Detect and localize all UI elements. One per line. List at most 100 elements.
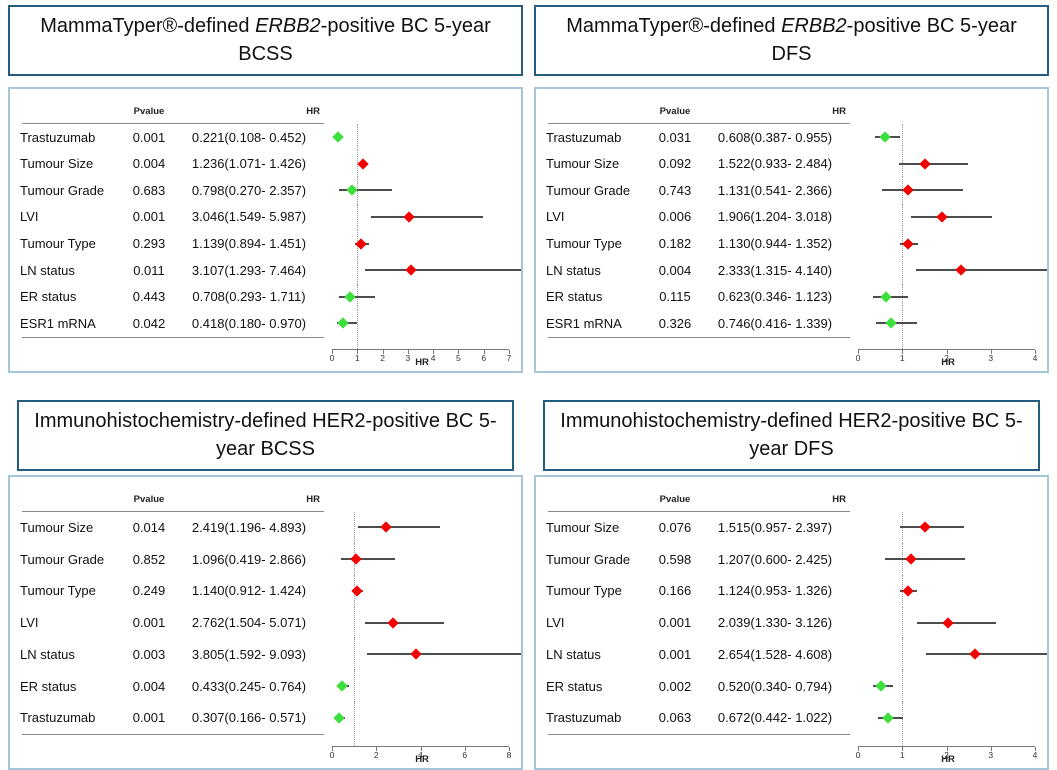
ci-line xyxy=(884,558,966,561)
row-hr-ci: 1.131(0.541- 2.366) xyxy=(717,182,833,198)
forest-row: Trastuzumab 0.063 0.672(0.442- 1.022) xyxy=(536,701,1047,734)
row-label: Tumour Size xyxy=(546,519,620,535)
forest-row: Tumour Size 0.004 1.236(1.071- 1.426) xyxy=(10,150,521,178)
row-plot-segment xyxy=(850,670,1047,702)
axis-tick-label: 2 xyxy=(380,352,385,363)
row-plot-segment xyxy=(324,575,521,607)
row-label: Tumour Grade xyxy=(20,182,105,198)
x-axis-label: HR xyxy=(941,753,955,765)
row-label: Trastuzumab xyxy=(20,710,96,726)
forest-row: LN status 0.004 2.333(1.315- 4.140) xyxy=(536,256,1047,284)
hr-marker xyxy=(335,680,348,692)
title-italic-gene: ERBB2 xyxy=(255,15,321,37)
forest-row: ER status 0.002 0.520(0.340- 0.794) xyxy=(536,670,1047,702)
row-hr-ci: 0.307(0.166- 0.571) xyxy=(191,710,307,726)
axis-tick xyxy=(1035,349,1036,354)
axis-tick xyxy=(332,349,333,354)
forest-rows: Tumour Size 0.014 2.419(1.196- 4.893) Tumou… xyxy=(10,511,521,734)
table-bottom-rule xyxy=(548,733,850,735)
row-hr-ci: 0.672(0.442- 1.022) xyxy=(717,710,833,726)
x-axis-label: HR xyxy=(941,356,955,368)
row-plot-segment xyxy=(324,310,521,337)
row-hr-ci: 0.221(0.108- 0.452) xyxy=(191,129,307,145)
title-post: -positive BC 5-year DFS xyxy=(771,15,1023,66)
row-label: LN status xyxy=(546,262,601,278)
axis-tick xyxy=(458,349,460,354)
forest-panel-mammatyper-dfs: Pvalue HR Trastuzumab 0.031 0.608(0.387- 0… xyxy=(534,86,1049,373)
row-pvalue: 0.042 xyxy=(132,315,166,331)
row-pvalue: 0.001 xyxy=(132,129,166,145)
x-axis-label: HR xyxy=(415,356,429,368)
ci-line xyxy=(900,526,965,529)
ci-line xyxy=(371,215,484,218)
row-hr-ci: 1.096(0.419- 2.866) xyxy=(191,551,307,567)
row-pvalue: 0.443 xyxy=(132,289,166,305)
row-plot-segment xyxy=(324,543,521,575)
row-hr-ci: 0.708(0.293- 1.711) xyxy=(192,289,306,305)
row-hr-ci: 1.124(0.953- 1.326) xyxy=(717,583,833,599)
reference-line xyxy=(902,606,904,639)
x-axis: 0 1 2 3 4 HR xyxy=(850,335,1047,371)
ci-line xyxy=(916,621,997,624)
panel-title-text: MammaTyper®-defined ERBB2-positive BC 5-… xyxy=(24,12,507,69)
table-bottom-rule xyxy=(22,733,324,735)
row-plot-segment xyxy=(850,310,1047,337)
title-pre: MammaTyper®-defined xyxy=(566,15,782,37)
row-pvalue: 0.076 xyxy=(658,519,692,535)
axis-tick xyxy=(858,349,859,354)
row-plot-segment xyxy=(850,606,1047,639)
row-plot-segment xyxy=(324,230,521,257)
column-header-row: Pvalue HR xyxy=(536,101,1047,123)
axis-tick-label: 4 xyxy=(418,749,423,760)
row-hr-ci: 1.236(1.071- 1.426) xyxy=(191,156,307,172)
forest-rows: Trastuzumab 0.001 0.221(0.108- 0.452) Tumou… xyxy=(10,123,521,337)
row-hr-ci: 0.746(0.416- 1.339) xyxy=(717,315,833,331)
row-hr-ci: 1.906(1.204- 3.018) xyxy=(717,209,833,225)
hr-marker xyxy=(905,553,918,565)
axis-tick xyxy=(946,349,948,354)
ci-line xyxy=(876,322,918,325)
forest-row: LN status 0.001 2.654(1.528- 4.608) xyxy=(536,638,1047,671)
reference-line xyxy=(354,701,356,734)
ci-line xyxy=(339,295,376,298)
hr-marker xyxy=(350,553,362,565)
axis-tick-label: 3 xyxy=(988,749,994,760)
reference-line xyxy=(354,606,356,639)
hr-column-header: HR xyxy=(306,494,320,506)
forest-rows: Trastuzumab 0.031 0.608(0.387- 0.955) Tumou… xyxy=(536,123,1047,337)
panel-cell-mammatyper-bcss: MammaTyper®-defined ERBB2-positive BC 5-… xyxy=(8,5,523,373)
ci-line xyxy=(358,526,441,529)
row-label: Tumour Size xyxy=(20,519,94,535)
ci-line xyxy=(916,269,1047,272)
row-plot-segment xyxy=(324,123,521,151)
forest-rows: Tumour Size 0.076 1.515(0.957- 2.397) Tumou… xyxy=(536,511,1047,734)
axis-tick xyxy=(902,746,904,751)
row-label: LVI xyxy=(546,615,565,631)
row-label: ESR1 mRNA xyxy=(20,315,96,331)
ci-line xyxy=(911,215,992,218)
reference-line xyxy=(354,732,356,746)
row-plot-segment xyxy=(324,638,521,671)
axis-tick-label: 1 xyxy=(899,749,905,760)
axis-tick-label: 0 xyxy=(855,352,861,363)
title-pre: MammaTyper®-defined xyxy=(40,15,256,37)
hr-marker xyxy=(902,184,914,197)
pvalue-column-header: Pvalue xyxy=(133,106,165,118)
forest-row: ESR1 mRNA 0.326 0.746(0.416- 1.339) xyxy=(536,310,1047,337)
hr-marker xyxy=(919,158,932,170)
forest-row: Tumour Grade 0.743 1.131(0.541- 2.366) xyxy=(536,177,1047,204)
hr-column-header: HR xyxy=(832,494,846,506)
row-hr-ci: 0.433(0.245- 0.764) xyxy=(191,678,307,694)
forest-row: Tumour Type 0.293 1.139(0.894- 1.451) xyxy=(10,230,521,257)
forest-row: LVI 0.001 2.762(1.504- 5.071) xyxy=(10,606,521,639)
table-bottom-rule xyxy=(548,336,850,338)
row-label: Tumour Type xyxy=(20,236,96,252)
row-label: Trastuzumab xyxy=(20,129,96,145)
panel-title-ihc-bcss: Immunohistochemistry-defined HER2-positi… xyxy=(17,399,514,471)
forest-row: Tumour Type 0.166 1.124(0.953- 1.326) xyxy=(536,575,1047,607)
reference-line xyxy=(902,123,904,151)
forest-row: Trastuzumab 0.001 0.307(0.166- 0.571) xyxy=(10,701,521,734)
row-plot-segment xyxy=(324,150,521,178)
axis-tick xyxy=(1035,746,1036,751)
row-hr-ci: 3.805(1.592- 9.093) xyxy=(191,646,307,662)
